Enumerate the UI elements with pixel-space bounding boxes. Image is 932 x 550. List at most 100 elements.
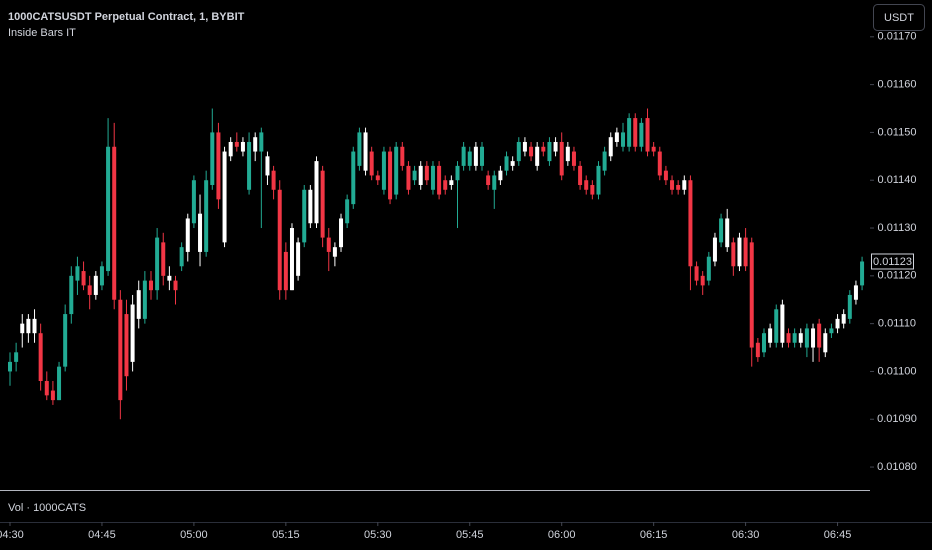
candle-body	[351, 151, 356, 205]
candle-body	[614, 132, 619, 142]
candle-body	[455, 165, 460, 181]
last-price-label: 0.01123	[873, 256, 912, 268]
candle-body	[418, 165, 423, 186]
candle-body	[743, 237, 748, 267]
candle-body	[216, 132, 221, 200]
candle-body	[700, 275, 705, 286]
y-tick-label: 0.01130	[878, 222, 917, 234]
candle-body	[522, 141, 527, 152]
candle-body	[608, 137, 613, 157]
candle-body	[87, 285, 92, 295]
candle-body	[731, 242, 736, 267]
candle-body	[467, 151, 472, 166]
candle-body	[811, 328, 816, 348]
candle-body	[222, 151, 227, 243]
candle-body	[529, 146, 534, 157]
candle-body	[130, 304, 135, 362]
y-tick-label: 0.01100	[878, 365, 917, 377]
candle-body	[332, 247, 337, 257]
candle-body	[167, 275, 172, 281]
candle-body	[314, 161, 319, 224]
candle-body	[725, 218, 730, 248]
candle-body	[38, 333, 43, 382]
candle-body	[847, 294, 852, 319]
candle-body	[774, 309, 779, 343]
y-tick-label: 0.01120	[878, 270, 917, 282]
candle-body	[179, 247, 184, 267]
candle-body	[504, 156, 509, 171]
candle-body	[57, 366, 62, 401]
candle-body	[480, 146, 485, 166]
candle-body	[406, 165, 411, 190]
candle-body	[798, 333, 803, 343]
candle-body	[841, 314, 846, 324]
candle-body	[651, 146, 656, 152]
candle-body	[247, 141, 252, 190]
candle-body	[345, 199, 350, 224]
x-tick-label: 05:30	[364, 529, 392, 541]
currency-button-label[interactable]: USDT	[884, 12, 914, 24]
candle-body	[786, 333, 791, 343]
candle-body	[633, 118, 638, 147]
candle-body	[69, 275, 74, 315]
candle-body	[142, 280, 147, 319]
candle-body	[14, 352, 19, 362]
candle-body	[136, 290, 141, 319]
y-tick-label: 0.01150	[878, 126, 917, 138]
candle-body	[461, 146, 466, 166]
candle-body	[20, 323, 25, 334]
candle-body	[712, 237, 717, 262]
candle-body	[424, 165, 429, 181]
candle-body	[50, 390, 55, 401]
y-tick-label: 0.01090	[877, 413, 917, 425]
candle-body	[645, 118, 650, 152]
candle-body	[541, 146, 546, 152]
candle-body	[326, 237, 331, 252]
candle-body	[780, 304, 785, 343]
candle-body	[473, 146, 478, 166]
candle-body	[265, 156, 270, 176]
candle-body	[657, 151, 662, 176]
candle-body	[155, 237, 160, 291]
candle-body	[173, 280, 178, 291]
currency-button[interactable]	[873, 4, 925, 31]
candle-body	[670, 180, 675, 190]
candle-body	[106, 146, 111, 272]
candle-body	[768, 328, 773, 343]
candle-body	[749, 242, 754, 348]
candle-body	[8, 361, 12, 372]
candle-body	[210, 132, 215, 186]
candle-body	[688, 180, 693, 267]
candle-body	[388, 151, 393, 200]
candle-body	[516, 141, 521, 162]
last-price-box	[871, 253, 914, 270]
candle-body	[185, 218, 190, 252]
candle-body	[363, 132, 368, 171]
candle-body	[706, 256, 711, 281]
candle-body	[400, 146, 405, 166]
candle-body	[375, 175, 380, 181]
candle-body	[99, 266, 104, 286]
candle-body	[719, 218, 724, 243]
candle-body	[259, 132, 264, 152]
x-tick-label: 04:45	[88, 529, 116, 541]
x-tick-label: 04:30	[0, 529, 24, 541]
candle-body	[584, 180, 589, 190]
candle-body	[381, 151, 386, 190]
candle-body	[296, 242, 301, 276]
candle-body	[430, 165, 435, 190]
candle-body	[283, 251, 288, 291]
candle-body	[804, 328, 809, 348]
candle-body	[357, 132, 362, 166]
candle-body	[443, 180, 448, 190]
candle-body	[682, 180, 687, 190]
candle-body	[118, 299, 123, 401]
x-tick-label: 06:00	[548, 529, 576, 541]
candle-body	[44, 381, 49, 396]
candle-body	[860, 261, 865, 286]
candle-body	[93, 275, 98, 295]
candle-body	[234, 141, 239, 147]
y-tick-label: 0.01110	[878, 318, 916, 330]
candle-body	[621, 132, 625, 147]
